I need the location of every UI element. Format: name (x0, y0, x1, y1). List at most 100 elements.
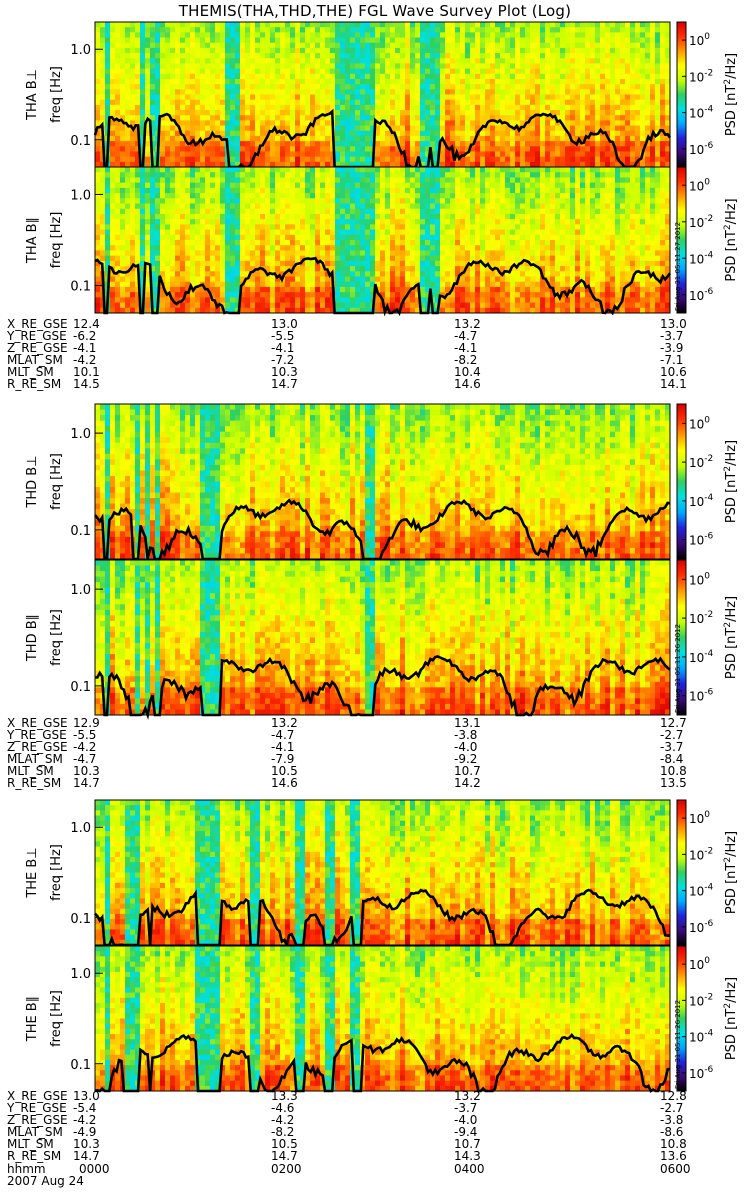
panel-ylabel: THD B⊥ (25, 455, 40, 508)
freq-tick-label: 0.1 (70, 912, 91, 927)
ephemeris-row: MLT_SM 10.3 10.5 10.7 10.8 (0, 765, 750, 777)
ephemeris-row: Z_RE_GSE -4.1 -4.1 -4.1 -3.9 (0, 342, 750, 354)
ephemeris-value: 14.6 (454, 378, 481, 390)
colorbar-tick-label: 10-2 (689, 454, 713, 470)
ephemeris-row: MLAT_SM -4.2 -7.2 -8.2 -7.1 (0, 354, 750, 366)
ephemeris-row: MLT_SM 10.3 10.5 10.7 10.8 (0, 1138, 750, 1150)
ephemeris-value: 14.2 (454, 777, 481, 789)
ephemeris-row: R_RE_SM 14.7 14.6 14.2 13.5 (0, 777, 750, 789)
freq-tick-label: 1.0 (70, 583, 91, 598)
ephemeris-value: 14.5 (73, 378, 100, 390)
panel-ylabel: THD B∥ (25, 614, 40, 662)
wave-survey-chart: 1.0 0.1 THA B⊥ freq [Hz] 100 10-2 10-4 10-6 PSD … (0, 0, 750, 1200)
ephemeris-row: R_RE_SM 14.7 14.7 14.3 13.6 (0, 1150, 750, 1162)
panel-freq-label: freq [Hz] (49, 212, 64, 269)
ephemeris-row: MLAT_SM -4.9 -8.2 -9.4 -8.6 (0, 1126, 750, 1138)
colorbar-tick-label: 10-6 (689, 287, 714, 303)
colorbar-title: PSD [nT2/Hz] (723, 596, 739, 679)
colorbar-tick-label: 100 (689, 571, 710, 587)
spectrogram-panel-thd-bperp: 1.0 0.1 THD B⊥ freq [Hz] 100 10-2 10-4 10-6 PSD … (25, 404, 739, 559)
spectrogram-cells (95, 167, 670, 313)
ephemeris-value: 14.7 (73, 1150, 100, 1162)
colorbar-tick-label: 10-4 (689, 1029, 714, 1045)
spectrogram-cells (95, 946, 670, 1091)
freq-tick-label: 0.1 (70, 134, 91, 149)
ephemeris-value: 14.7 (73, 777, 100, 789)
date-label: 2007 Aug 24 (7, 1174, 750, 1186)
ephemeris-label: R_RE_SM (7, 378, 61, 390)
ephemeris-row: Y_RE_GSE -5.4 -4.6 -3.7 -2.7 (0, 1102, 750, 1114)
panel-freq-label: freq [Hz] (49, 609, 64, 666)
ephemeris-row: Y_RE_GSE -6.2 -5.5 -4.7 -3.7 (0, 330, 750, 342)
colorbar-title: PSD [nT2/Hz] (723, 198, 739, 281)
panel-freq-label: freq [Hz] (49, 453, 64, 510)
spectrogram-cells (95, 22, 670, 167)
plot-date-stamp: Fri Aug 31 05:11:26 2012 (674, 624, 682, 713)
colorbar-tick-label: 100 (689, 32, 710, 48)
spectrogram-panel-thd-bpar: 1.0 0.1 THD B∥ freq [Hz] 100 10-2 10-4 10-6 PSD … (25, 560, 739, 715)
freq-tick-label: 0.1 (70, 280, 91, 295)
colorbar-tick-label: 10-6 (689, 532, 714, 548)
colorbar-title: PSD [nT2/Hz] (723, 53, 739, 136)
colorbar-tick-label: 10-6 (689, 919, 714, 935)
ephemeris-row: Y_RE_GSE -5.5 -4.7 -3.8 -2.7 (0, 729, 750, 741)
panel-ylabel: THE B⊥ (25, 847, 40, 898)
panel-freq-label: freq [Hz] (49, 844, 64, 901)
colorbar-tick-label: 10-4 (689, 883, 714, 899)
ephemeris-value: 14.7 (271, 1150, 298, 1162)
colorbar-tick-label: 10-2 (689, 610, 713, 626)
colorbar-tick-label: 10-2 (689, 68, 713, 84)
ephemeris-value: 13.6 (660, 1150, 687, 1162)
colorbar-tick-label: 10-4 (689, 493, 714, 509)
colorbar-title: PSD [nT2/Hz] (723, 977, 739, 1060)
freq-tick-label: 0.1 (70, 1058, 91, 1073)
spectrogram-cells (95, 404, 670, 559)
panel-ylabel: THE B∥ (25, 996, 40, 1042)
colorbar: 100 10-2 10-4 10-6 PSD [nT2/Hz] (677, 560, 739, 715)
colorbar-title: PSD [nT2/Hz] (723, 831, 739, 914)
freq-tick-label: 1.0 (70, 43, 91, 58)
colorbar-tick-label: 10-4 (689, 250, 714, 266)
freq-tick-label: 1.0 (70, 188, 91, 203)
colorbar: 100 10-2 10-4 10-6 PSD [nT2/Hz] (677, 800, 739, 945)
freq-tick-label: 0.1 (70, 524, 91, 539)
ephemeris-row: X_RE_GSE 13.0 13.3 13.2 12.8 (0, 1090, 750, 1102)
ephemeris-value: 13.5 (660, 777, 687, 789)
colorbar-tick-label: 10-2 (689, 214, 713, 230)
ephemeris-row: X_RE_GSE 12.9 13.2 13.1 12.7 (0, 717, 750, 729)
freq-tick-label: 0.1 (70, 680, 91, 695)
ephemeris-row: MLAT_SM -4.7 -7.9 -9.2 -8.4 (0, 753, 750, 765)
colorbar-tick-label: 100 (689, 177, 710, 193)
colorbar-tick-label: 100 (689, 956, 710, 972)
ephemeris-row: Z_RE_GSE -4.2 -4.2 -4.0 -3.8 (0, 1114, 750, 1126)
colorbar: 100 10-2 10-4 10-6 PSD [nT2/Hz] (677, 167, 739, 313)
freq-tick-label: 1.0 (70, 427, 91, 442)
colorbar-tick-label: 100 (689, 415, 710, 431)
colorbar-title: PSD [nT2/Hz] (723, 440, 739, 523)
ephemeris-value: 14.3 (454, 1150, 481, 1162)
colorbar-tick-label: 10-4 (689, 649, 714, 665)
spectrogram-cells (95, 560, 670, 715)
ephemeris-row: R_RE_SM 14.5 14.7 14.6 14.1 (0, 378, 750, 390)
panel-ylabel: THA B⊥ (25, 69, 40, 121)
freq-tick-label: 1.0 (70, 967, 91, 982)
panel-freq-label: freq [Hz] (49, 66, 64, 123)
panel-freq-label: freq [Hz] (49, 990, 64, 1047)
plot-date-stamp: Fri Aug 31 05:11:26 2012 (674, 1000, 682, 1089)
ephemeris-label: R_RE_SM (7, 1150, 61, 1162)
colorbar-tick-label: 10-6 (689, 688, 714, 704)
colorbar: 100 10-2 10-4 10-6 PSD [nT2/Hz] (677, 404, 739, 559)
colorbar-tick-label: 10-4 (689, 105, 714, 121)
ephemeris-row: Z_RE_GSE -4.2 -4.1 -4.0 -3.7 (0, 741, 750, 753)
time-footer: hhmm 0000 0200 0400 0600 2007 Aug 24 (0, 1162, 750, 1186)
colorbar-tick-label: 10-2 (689, 846, 713, 862)
colorbar-tick-label: 100 (689, 810, 710, 826)
ephemeris-row: MLT_SM 10.1 10.3 10.4 10.6 (0, 366, 750, 378)
ephemeris-value: 14.1 (660, 378, 687, 390)
colorbar-tick-label: 10-2 (689, 992, 713, 1008)
ephemeris-label: R_RE_SM (7, 777, 61, 789)
